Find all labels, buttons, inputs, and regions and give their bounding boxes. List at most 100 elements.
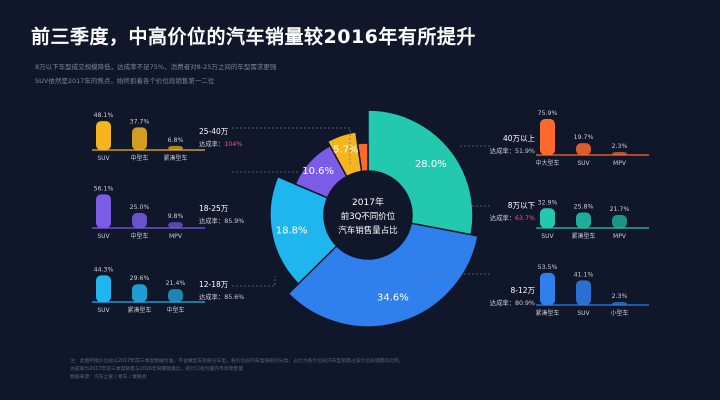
connector-line	[232, 276, 276, 287]
achievement-rate-value: 104%	[224, 141, 242, 148]
achievement-rate-value: 80.9%	[515, 300, 535, 307]
footnote-line: 达成率为2017年前三季度销量与2016年同期销量比，统计口径为国内市场零售量	[70, 367, 244, 372]
footnote: 注：此图所指价位段以2017年前三季度数据为准，不含微型车及部分车型，各价位段内…	[70, 358, 404, 382]
bar-category-label: SUV	[97, 155, 110, 162]
achievement-rate-label: 达成率：85.9%	[199, 216, 244, 225]
page-title: 前三季度，中高价位的汽车销量较2016年有所提升	[31, 26, 476, 48]
bar-value-label: 2.3%	[612, 293, 628, 300]
price-range-label: 8万以下	[508, 201, 536, 210]
pie-slice-label: 18.8%	[276, 226, 308, 237]
donut-center	[326, 173, 410, 257]
bar-value-label: 29.6%	[130, 275, 150, 282]
achievement-rate-label: 达成率：104%	[199, 139, 242, 148]
bar-value-label: 25.8%	[574, 204, 594, 211]
achievement-rate-value: 85.6%	[224, 294, 244, 301]
bar-category-label: 中型车	[166, 306, 184, 314]
bar-category-label: 小型车	[610, 309, 628, 317]
bar	[132, 213, 147, 228]
bar-value-label: 19.7%	[574, 134, 594, 141]
bar-value-label: 25.0%	[130, 204, 150, 211]
bar	[576, 212, 591, 228]
pie-slice-label: 28.0%	[415, 159, 447, 170]
price-range-label: 18-25万	[199, 204, 229, 213]
bar-category-label: 中大型车	[535, 159, 559, 167]
pie-slice	[269, 175, 338, 285]
bar-value-label: 44.3%	[94, 266, 114, 273]
bar-category-label: 紧凑型车	[571, 232, 595, 240]
bar-value-label: 21.7%	[610, 206, 630, 213]
bar	[96, 194, 111, 228]
bar-category-label: 紧凑型车	[535, 309, 559, 317]
bar-value-label: 9.8%	[168, 213, 184, 220]
bar	[612, 214, 627, 228]
bar	[96, 121, 111, 150]
bar	[540, 208, 555, 228]
bar	[96, 275, 111, 302]
bar	[612, 302, 627, 305]
achievement-rate-label: 达成率：80.9%	[490, 298, 535, 307]
achievement-rate-label: 达成率：63.7%	[490, 213, 535, 222]
bar-value-label: 75.9%	[538, 110, 558, 117]
bar-category-label: SUV	[577, 310, 590, 317]
achievement-rate-value: 85.9%	[224, 218, 244, 225]
achievement-rate-prefix: 达成率：	[490, 213, 515, 222]
description: 8万以下车型成交规模降低，达成率不足75%，消费者对8-25万之间的车型需求更强…	[35, 60, 276, 88]
bar-value-label: 2.3%	[612, 143, 628, 150]
bar-category-label: 紧凑型车	[163, 154, 187, 162]
pie-slice-label: 34.6%	[377, 293, 409, 304]
achievement-rate-prefix: 达成率：	[490, 146, 515, 155]
bar	[576, 280, 591, 305]
pie-slice-label: 5.7%	[333, 145, 358, 156]
bar	[132, 127, 147, 150]
achievement-rate-value: 63.7%	[515, 215, 535, 222]
description-line: SUV依然是2017年的焦点，始终抓着各个价位段销售第一二位	[35, 77, 215, 85]
bar	[168, 145, 183, 150]
bar-category-label: SUV	[541, 233, 554, 240]
bar-value-label: 53.5%	[538, 264, 558, 271]
bar-category-label: SUV	[97, 233, 110, 240]
price-range-label: 25-40万	[199, 127, 229, 136]
achievement-rate-label: 达成率：85.6%	[199, 292, 244, 301]
bar-value-label: 48.1%	[94, 112, 114, 119]
pie-slice	[287, 222, 479, 328]
bar-value-label: 56.1%	[94, 185, 114, 192]
bar-category-label: 中型车	[130, 154, 148, 162]
bar-value-label: 32.9%	[538, 199, 558, 206]
achievement-rate-prefix: 达成率：	[199, 292, 224, 301]
connector-line	[419, 273, 490, 300]
pie-slice-label: 10.6%	[302, 166, 334, 177]
donut-center-label: 2017年	[352, 196, 384, 208]
bar-value-label: 21.4%	[166, 280, 186, 287]
donut-center-label: 汽车销售量占比	[338, 225, 398, 236]
achievement-rate-prefix: 达成率：	[199, 139, 224, 148]
price-range-label: 40万以上	[503, 134, 536, 143]
achievement-rate-value: 51.9%	[515, 148, 535, 155]
bar-value-label: 41.1%	[574, 271, 594, 278]
bar	[168, 222, 183, 228]
bar	[540, 119, 555, 155]
bar-category-label: SUV	[577, 160, 590, 167]
achievement-rate-prefix: 达成率：	[199, 216, 224, 225]
bar-category-label: 中型车	[130, 232, 148, 240]
bar	[168, 289, 183, 302]
bar-category-label: MPV	[613, 160, 627, 167]
bar	[540, 272, 555, 305]
footnote-line: 注：此图所指价位段以2017年前三季度数据为准，不含微型车及部分车型，各价位段内…	[70, 359, 404, 364]
bar-category-label: MPV	[169, 233, 183, 240]
bar-category-label: MPV	[613, 233, 627, 240]
bar	[612, 152, 627, 155]
price-range-label: 12-18万	[199, 280, 229, 289]
connector-line	[232, 127, 351, 164]
achievement-rate-prefix: 达成率：	[490, 298, 515, 307]
price-range-label: 8-12万	[510, 286, 535, 295]
description-line: 8万以下车型成交规模降低，达成率不足75%，消费者对8-25万之间的车型需求更强	[35, 63, 277, 71]
bar	[132, 284, 147, 302]
bar-category-label: 紧凑型车	[127, 306, 151, 314]
bar-value-label: 37.7%	[130, 118, 150, 125]
bar-value-label: 6.8%	[168, 137, 184, 144]
achievement-rate-label: 达成率：51.9%	[490, 146, 535, 155]
donut-center-label: 前3Q不同价位	[341, 211, 396, 222]
bar-category-label: SUV	[97, 307, 110, 314]
